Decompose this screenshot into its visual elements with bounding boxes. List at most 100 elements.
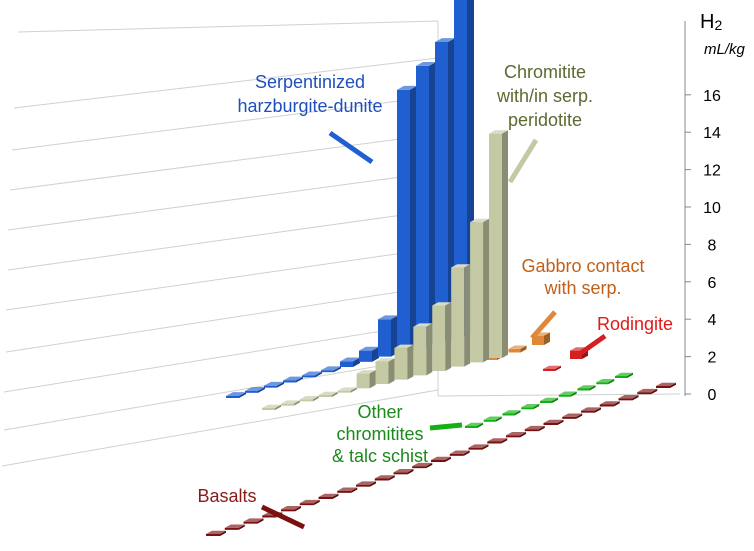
grid-line <box>3 321 439 393</box>
bar <box>299 499 320 506</box>
bar-front <box>340 361 353 367</box>
bar-front <box>356 484 370 487</box>
bar-front <box>577 388 590 391</box>
grid-line <box>1 389 439 467</box>
bar-side <box>350 387 357 393</box>
bar-front <box>206 534 220 536</box>
bar-front <box>359 350 372 362</box>
bar <box>356 481 376 487</box>
bar <box>280 400 300 406</box>
bar-top <box>397 85 417 90</box>
bar-side <box>388 358 395 384</box>
bar-front <box>413 326 427 376</box>
bar-front <box>393 472 408 475</box>
bar-side <box>495 416 502 422</box>
bar-front <box>599 404 614 407</box>
grid-line <box>13 57 439 109</box>
bar-top <box>483 416 502 420</box>
bar-front <box>318 497 333 499</box>
bar-front <box>299 503 314 506</box>
y-unit-label: H2 <box>700 11 722 33</box>
bar-side <box>557 419 564 425</box>
bar <box>596 378 615 385</box>
bar-top <box>302 371 322 376</box>
bar-top <box>431 456 451 460</box>
bar-side <box>552 397 558 403</box>
bar <box>393 469 414 475</box>
bar-side <box>238 524 245 530</box>
bar-side <box>277 381 284 388</box>
y-axis: 0 2 4 6 8 10 12 14 16 H2 mL/kg <box>684 11 746 404</box>
bar-side <box>275 404 281 410</box>
bar <box>470 218 490 363</box>
series-label: with/in serp. <box>496 86 593 106</box>
bar-top <box>615 372 633 376</box>
bar-top <box>394 344 414 348</box>
bar-side <box>501 438 508 444</box>
bar <box>449 450 470 456</box>
bar-top <box>468 444 489 448</box>
bar <box>599 401 620 407</box>
bar-top <box>558 391 577 395</box>
bar <box>378 315 398 357</box>
grid-line <box>9 133 439 191</box>
bar-side <box>258 386 265 393</box>
bar-side <box>391 315 398 357</box>
bar <box>416 61 436 347</box>
bar-top <box>451 264 471 268</box>
bar-front <box>299 399 313 402</box>
bar <box>337 387 357 393</box>
bar-front <box>374 478 389 481</box>
bar-front <box>262 515 277 518</box>
bar-side <box>332 493 339 499</box>
bar-side <box>429 61 436 347</box>
bar <box>483 416 502 422</box>
bar-front <box>487 441 502 444</box>
leader-line <box>328 130 374 165</box>
bar <box>618 395 639 401</box>
bar <box>397 85 417 352</box>
grid-line <box>3 355 439 431</box>
grid-line <box>17 20 439 33</box>
bar-front <box>508 348 521 353</box>
bar-side <box>296 376 303 383</box>
leader-line <box>507 138 539 184</box>
bar <box>543 419 564 425</box>
bar-side <box>334 366 341 373</box>
bar-side <box>220 530 226 536</box>
bar <box>487 438 508 444</box>
bar <box>431 456 451 462</box>
bar-front <box>454 0 467 336</box>
bar <box>506 432 526 438</box>
bar-top <box>262 404 281 408</box>
grid-line <box>5 285 439 353</box>
bar-front <box>262 408 275 410</box>
grid-line <box>7 171 439 231</box>
bar-top <box>299 396 319 400</box>
bar-front <box>637 392 652 395</box>
bar-top <box>337 387 357 391</box>
bar-side <box>313 499 320 506</box>
bar-front <box>615 376 627 378</box>
bar-front <box>378 319 391 357</box>
bar-side <box>613 401 620 407</box>
bar-front <box>318 395 332 397</box>
bar <box>558 391 577 397</box>
bar <box>465 422 483 428</box>
bar-side <box>295 506 301 512</box>
bar-front <box>264 385 277 388</box>
bar <box>245 386 265 393</box>
bar <box>337 487 358 493</box>
y-tick-label: 2 <box>708 350 717 367</box>
bars <box>206 0 676 536</box>
bar-top <box>375 358 395 362</box>
bar <box>243 518 264 524</box>
bar-side <box>369 370 376 389</box>
bar-front <box>596 382 609 385</box>
bar-side <box>239 392 246 398</box>
series-labels: Serpentinized harzburgite-dunite Chromitit… <box>197 62 673 530</box>
series-label: harzburgite-dunite <box>237 96 382 116</box>
bar-top <box>416 61 436 66</box>
bar-top <box>449 450 470 454</box>
bar <box>206 530 226 536</box>
